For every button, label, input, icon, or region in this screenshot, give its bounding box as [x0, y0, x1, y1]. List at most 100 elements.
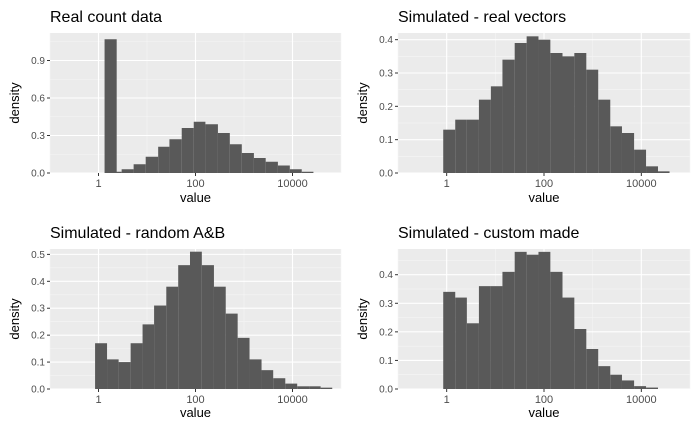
- histogram-bar: [562, 56, 575, 174]
- x-tick-label: 10000: [626, 178, 657, 190]
- histogram-bar: [273, 378, 286, 389]
- histogram-bar: [181, 128, 194, 173]
- chart-panel-4: 0.0 0.1 0.2 0.3 0.4 1 100 10000 Simulated - cust…: [355, 225, 691, 420]
- x-axis-label: value: [528, 190, 559, 205]
- chart-panel-3: 0.0 0.1 0.2 0.3 0.4 0.5 1 100 10000 Simulated - r…: [7, 225, 342, 420]
- histogram-bar: [634, 386, 647, 389]
- histogram-bar: [130, 343, 143, 389]
- y-axis-label: density: [355, 82, 370, 124]
- histogram-bar: [166, 286, 179, 389]
- x-tick-label: 1: [444, 394, 450, 406]
- histogram-bar: [538, 39, 551, 173]
- histogram-bar: [241, 153, 254, 173]
- y-tick-label: 0.6: [31, 94, 45, 105]
- histogram-bar: [217, 133, 230, 173]
- y-tick-label: 0.0: [379, 385, 393, 396]
- y-axis-label: density: [7, 298, 22, 340]
- histogram-bar: [201, 265, 214, 389]
- y-tick-label: 0.2: [31, 331, 45, 342]
- histogram-bar: [490, 86, 503, 173]
- histogram-bar: [562, 297, 575, 389]
- histogram-bar: [466, 119, 479, 173]
- histogram-bar: [104, 39, 117, 173]
- histogram-bar: [443, 291, 456, 389]
- histogram-bar: [193, 121, 206, 173]
- histogram-bar: [301, 171, 314, 173]
- histogram-bar: [249, 359, 262, 389]
- histogram-bar: [154, 305, 167, 389]
- histogram-bar: [158, 146, 170, 173]
- y-tick-label: 0.2: [379, 102, 393, 113]
- histogram-bar: [142, 324, 155, 389]
- histogram-bar: [610, 374, 622, 389]
- histogram-bar: [205, 124, 218, 173]
- y-tick-label: 0.4: [379, 35, 393, 46]
- histogram-bar: [189, 251, 202, 389]
- y-tick-label: 0.1: [379, 356, 393, 367]
- histogram-bar: [109, 171, 122, 173]
- histogram-bar: [133, 164, 146, 173]
- histogram-bar: [634, 149, 647, 173]
- histogram-bar: [490, 286, 503, 389]
- y-tick-label: 0.3: [379, 299, 393, 310]
- histogram-bar: [586, 349, 599, 389]
- x-tick-label: 100: [535, 178, 553, 190]
- x-tick-label: 1: [95, 394, 101, 406]
- x-tick-label: 10000: [277, 394, 308, 406]
- histogram-bar: [621, 133, 635, 173]
- x-tick-label: 100: [535, 394, 553, 406]
- histogram-bar: [261, 370, 274, 389]
- y-tick-label: 0.1: [379, 135, 393, 146]
- histogram-bar: [145, 156, 159, 173]
- chart-panel-1: 0.0 0.3 0.6 0.9 1 100 10000 Real count data valu…: [7, 9, 342, 205]
- chart-title: Real count data: [50, 9, 162, 26]
- histogram-bar: [466, 323, 479, 389]
- histogram-bar: [309, 386, 321, 389]
- y-tick-label: 0.0: [31, 385, 45, 396]
- histogram-bar: [538, 251, 551, 389]
- chart-title: Simulated - custom made: [398, 225, 580, 242]
- x-tick-label: 1: [95, 178, 101, 190]
- y-tick-label: 0.9: [31, 56, 45, 67]
- chart-title: Simulated - random A&B: [50, 225, 225, 242]
- y-tick-label: 0.4: [31, 277, 45, 288]
- histogram-bar: [514, 251, 527, 389]
- histogram-bar: [213, 286, 226, 389]
- histogram-bar: [265, 161, 278, 173]
- histogram-bar: [121, 169, 134, 173]
- histogram-bar: [285, 383, 298, 389]
- histogram-bar: [478, 286, 491, 389]
- x-tick-label: 1: [444, 178, 450, 190]
- x-axis-label: value: [528, 405, 559, 420]
- histogram-bar: [455, 119, 467, 173]
- histogram-bar: [526, 36, 539, 174]
- y-tick-label: 0.0: [31, 169, 45, 180]
- histogram-bar: [502, 271, 515, 389]
- x-tick-label: 10000: [277, 178, 308, 190]
- x-tick-label: 100: [186, 394, 204, 406]
- histogram-bar: [621, 380, 635, 389]
- histogram-bar: [502, 59, 515, 173]
- y-tick-label: 0.1: [31, 358, 45, 369]
- histogram-bar: [237, 337, 250, 389]
- histogram-bar: [289, 169, 302, 173]
- histogram-bar: [598, 366, 611, 389]
- histogram-bar: [574, 329, 587, 389]
- y-tick-label: 0.5: [31, 250, 45, 261]
- histogram-bar: [646, 166, 658, 173]
- histogram-bar: [178, 265, 190, 389]
- histogram-bar: [478, 99, 491, 173]
- histogram-bar: [610, 126, 622, 173]
- histogram-bar: [443, 129, 456, 173]
- histogram-bar: [169, 139, 182, 173]
- histogram-bar: [277, 165, 290, 173]
- x-tick-label: 100: [186, 178, 204, 190]
- chart-title: Simulated - real vectors: [398, 9, 566, 26]
- x-axis-label: value: [180, 190, 211, 205]
- histogram-bar: [514, 43, 527, 173]
- histogram-bar: [646, 387, 658, 389]
- histogram-bar: [657, 171, 670, 173]
- histogram-bar: [455, 297, 467, 389]
- histogram-bar: [574, 53, 587, 173]
